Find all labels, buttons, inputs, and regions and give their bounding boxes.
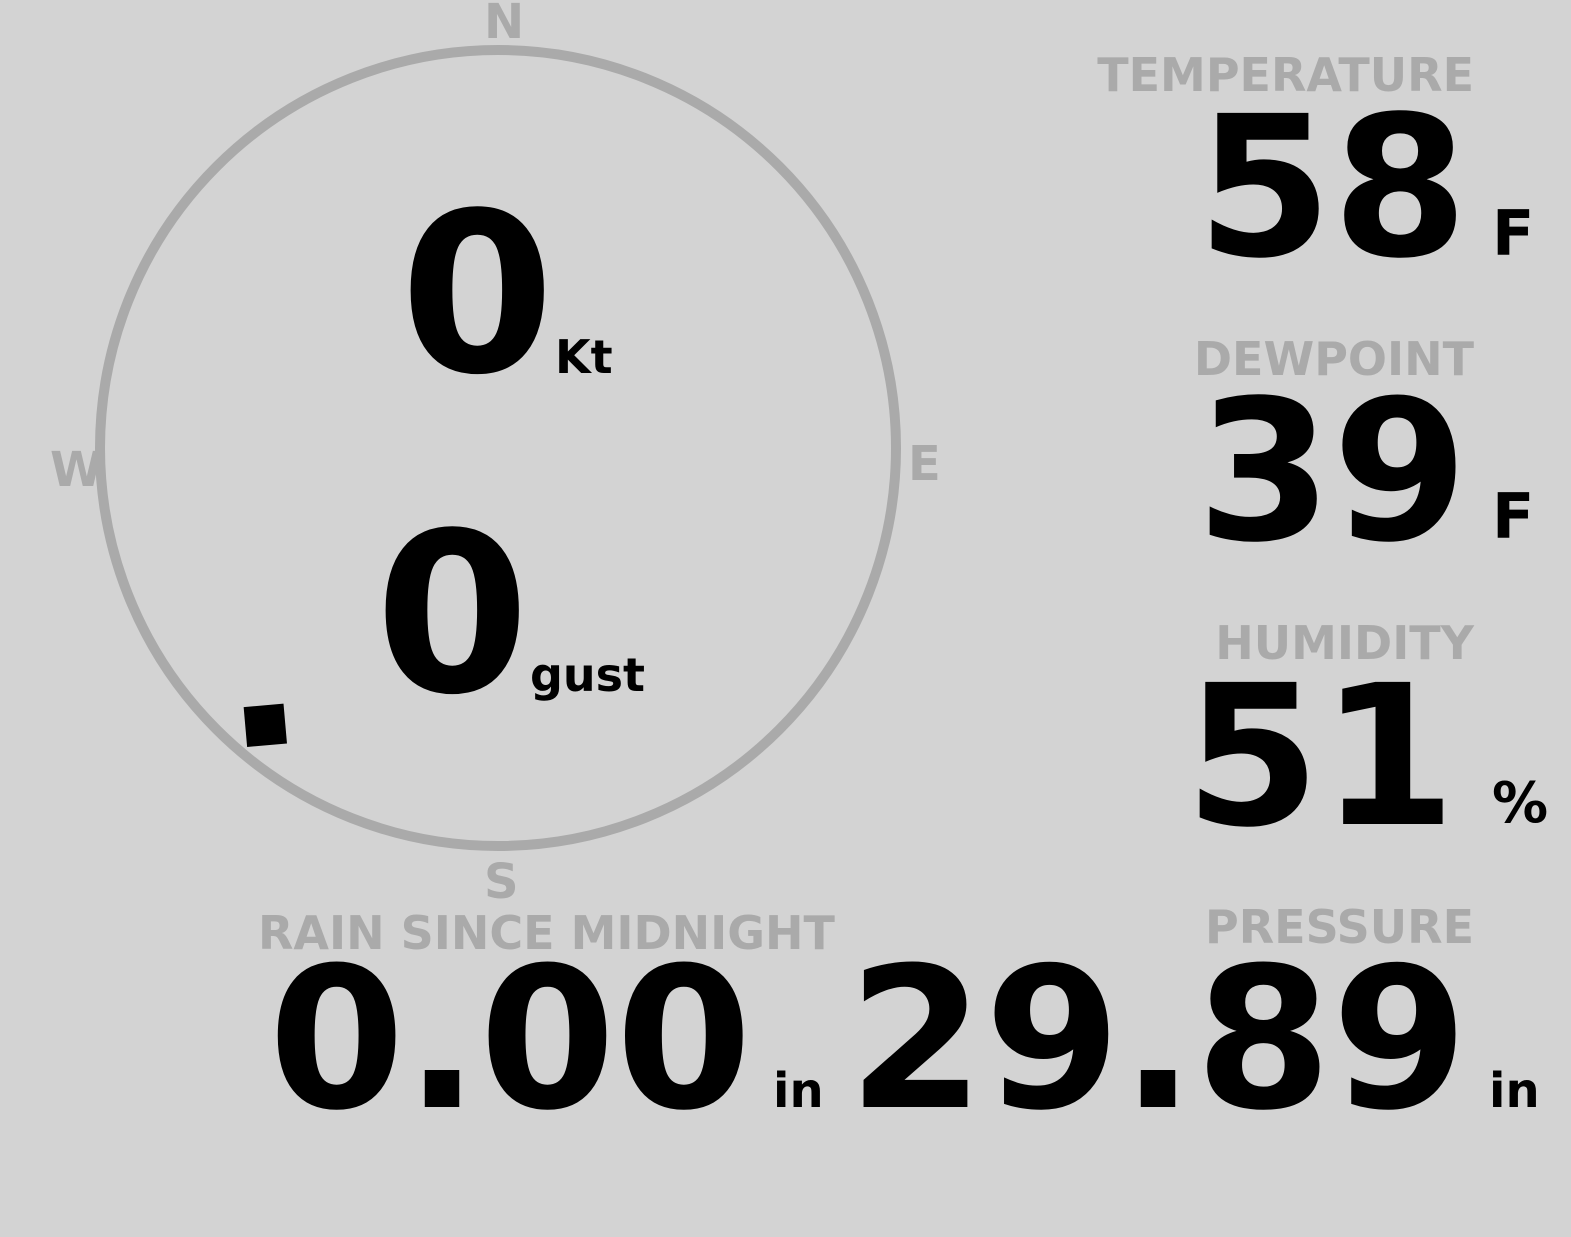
pressure-unit: in <box>1489 1063 1540 1119</box>
compass-east: E <box>908 436 941 492</box>
compass-ring <box>95 45 901 851</box>
humidity-unit: % <box>1492 771 1549 836</box>
rain-label: RAIN SINCE MIDNIGHT <box>258 906 835 960</box>
temperature-value: 58 <box>1196 74 1468 301</box>
humidity-label: HUMIDITY <box>1215 616 1474 670</box>
wind-speed-value: 0 <box>400 166 555 424</box>
compass-south: S <box>484 854 519 910</box>
compass-north: N <box>484 0 525 50</box>
pressure-label: PRESSURE <box>1205 900 1474 954</box>
dewpoint-label: DEWPOINT <box>1193 332 1474 386</box>
temperature-unit: F <box>1492 197 1535 270</box>
temperature-label: TEMPERATURE <box>1097 48 1474 102</box>
rain-unit: in <box>773 1063 824 1119</box>
wind-gust-unit: gust <box>530 648 646 702</box>
dewpoint-value: 39 <box>1196 358 1468 585</box>
wind-speed-unit: Kt <box>555 330 613 384</box>
pressure-value: 29.89 <box>848 926 1468 1154</box>
humidity-value: 51 <box>1184 643 1456 870</box>
wind-gust-value: 0 <box>375 486 530 744</box>
dewpoint-unit: F <box>1492 480 1535 553</box>
wind-direction-pointer-icon <box>243 703 287 747</box>
rain-value: 0.00 <box>268 926 752 1154</box>
compass-west: W <box>50 442 103 498</box>
